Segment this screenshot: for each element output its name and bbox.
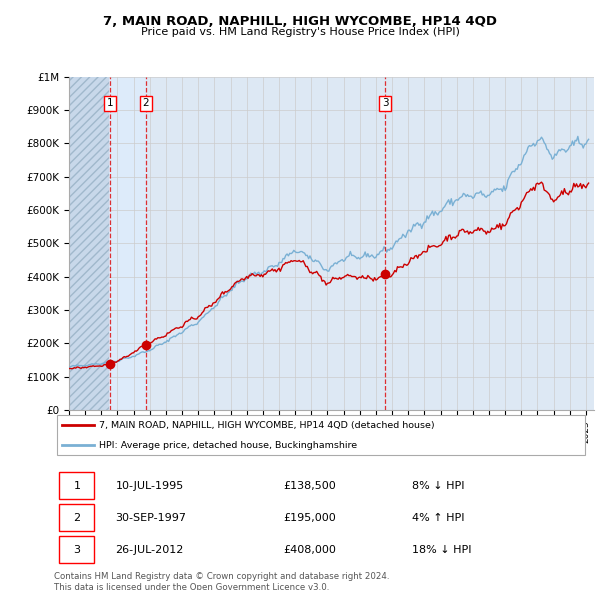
Text: 18% ↓ HPI: 18% ↓ HPI [412,545,471,555]
FancyBboxPatch shape [59,536,94,563]
Text: Price paid vs. HM Land Registry's House Price Index (HPI): Price paid vs. HM Land Registry's House … [140,27,460,37]
Text: 1: 1 [107,99,113,109]
Text: Contains HM Land Registry data © Crown copyright and database right 2024.
This d: Contains HM Land Registry data © Crown c… [54,572,389,590]
Text: £138,500: £138,500 [284,481,337,491]
Text: 3: 3 [382,99,388,109]
Text: 3: 3 [73,545,80,555]
Bar [69,77,109,410]
Bar [110,77,146,410]
Text: 8% ↓ HPI: 8% ↓ HPI [412,481,464,491]
FancyBboxPatch shape [59,473,94,499]
FancyBboxPatch shape [59,504,94,531]
Text: 10-JUL-1995: 10-JUL-1995 [115,481,184,491]
Text: £408,000: £408,000 [284,545,337,555]
Text: 30-SEP-1997: 30-SEP-1997 [115,513,187,523]
Text: £195,000: £195,000 [284,513,337,523]
Text: 4% ↑ HPI: 4% ↑ HPI [412,513,464,523]
Text: 26-JUL-2012: 26-JUL-2012 [115,545,184,555]
Bar [69,77,109,410]
FancyBboxPatch shape [56,415,586,455]
Text: HPI: Average price, detached house, Buckinghamshire: HPI: Average price, detached house, Buck… [100,441,358,450]
Text: 1: 1 [73,481,80,491]
Text: 7, MAIN ROAD, NAPHILL, HIGH WYCOMBE, HP14 4QD (detached house): 7, MAIN ROAD, NAPHILL, HIGH WYCOMBE, HP1… [100,421,435,430]
Text: 2: 2 [142,99,149,109]
Text: 2: 2 [73,513,80,523]
Bar [109,77,594,410]
Text: 7, MAIN ROAD, NAPHILL, HIGH WYCOMBE, HP14 4QD: 7, MAIN ROAD, NAPHILL, HIGH WYCOMBE, HP1… [103,15,497,28]
